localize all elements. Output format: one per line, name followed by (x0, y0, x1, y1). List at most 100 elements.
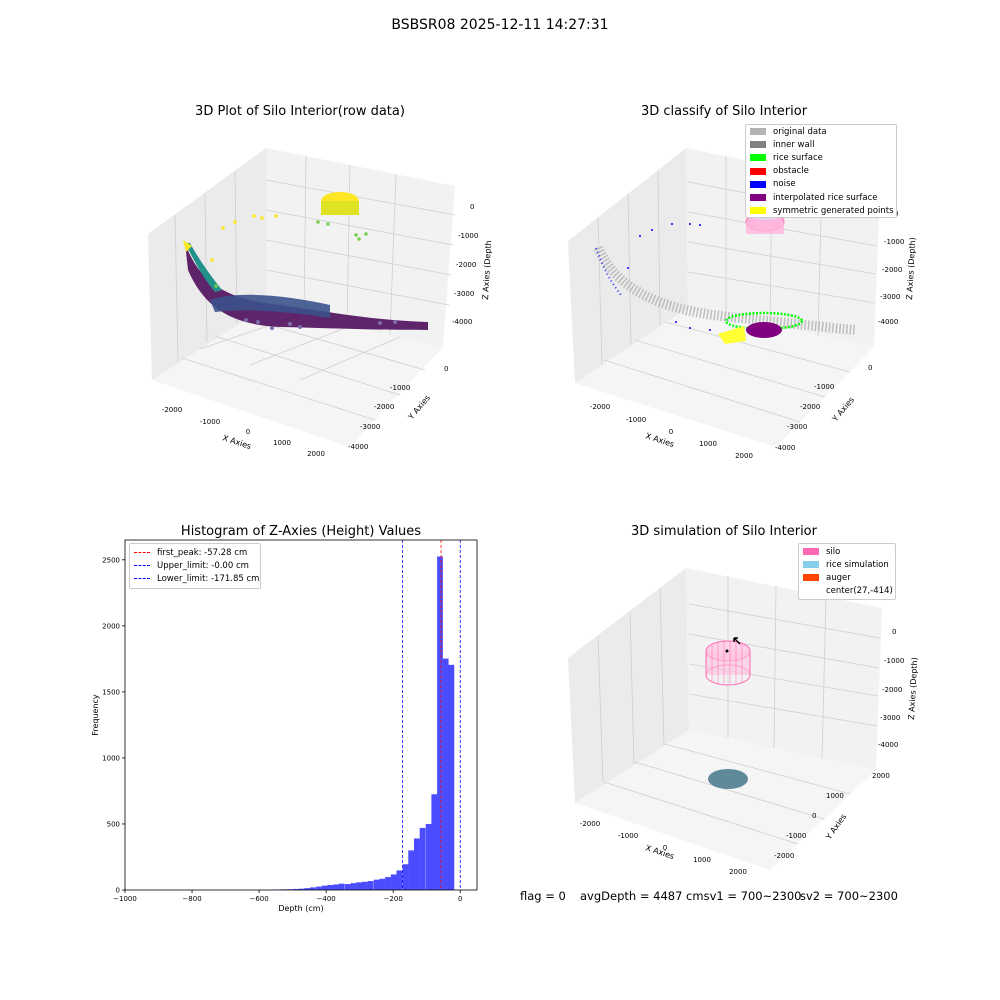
histogram-bar (425, 823, 432, 890)
z-tick-label: -3000 (880, 714, 900, 722)
legend-label: obstacle (773, 166, 809, 177)
histogram-bar (390, 874, 397, 890)
histogram-bar (419, 827, 426, 890)
legend-label: interpolated rice surface (773, 192, 878, 203)
histogram-bar (333, 884, 339, 890)
legend-label: noise (773, 179, 796, 190)
histogram-bar (327, 884, 334, 890)
y-tick-label: -4000 (775, 444, 795, 452)
legend-item: original data (746, 125, 896, 138)
z-tick-label: -2000 (456, 261, 476, 269)
x-axis-label: X Axies (644, 843, 675, 861)
histogram-frame (124, 539, 478, 891)
y-tick-label: 0 (444, 365, 448, 373)
histogram-bar (310, 887, 316, 890)
legend-item: rice simulation (799, 558, 895, 571)
status-avg-depth: avgDepth = 4487 cmsv1 = 700~2300 (580, 889, 802, 903)
simulation-plot-title: 3D simulation of Silo Interior (631, 524, 817, 539)
legend-swatch (750, 167, 766, 175)
histogram-bar (292, 888, 299, 890)
y-tick-label: 2000 (102, 622, 120, 630)
histogram-bar (413, 838, 420, 890)
legend-swatch (750, 141, 766, 149)
legend-line (134, 578, 150, 580)
raw-point-cloud (183, 192, 428, 330)
x-tick-label: -1000 (618, 832, 638, 840)
simulation-legend: silo rice simulation auger center(27,-41… (798, 543, 896, 600)
y-tick-label: 1000 (826, 792, 844, 800)
y-tick-label: -2000 (774, 852, 794, 860)
legend-label: Upper_limit: -0.00 cm (157, 560, 249, 571)
legend-swatch (750, 207, 766, 215)
y-tick-label: -3000 (787, 423, 807, 431)
z-tick-label: -1000 (458, 232, 478, 240)
histogram-title: Histogram of Z-Axies (Height) Values (180, 524, 422, 539)
legend-label: symmetric generated points (773, 205, 894, 216)
legend-item: symmetric generated points (746, 204, 896, 217)
x-tick-label: 1000 (273, 439, 291, 447)
histogram-bar (373, 879, 380, 890)
legend-swatch (803, 587, 819, 595)
histogram-bar (396, 870, 403, 890)
legend-label: rice simulation (826, 559, 889, 570)
figure-title: BSBSR08 2025-12-11 14:27:31 (391, 17, 609, 33)
legend-item: first_peak: -57.28 cm (130, 546, 260, 559)
simulation-3d-plot[interactable]: -2000 -1000 0 1000 2000 2000 1000 0 -100… (500, 520, 1000, 880)
x-tick-label: -2000 (162, 406, 182, 414)
classify-3d-plot[interactable]: -2000 -1000 0 1000 2000 0 -1000 -2000 -3… (500, 0, 1000, 480)
y-tick-label: 1500 (102, 688, 120, 696)
y-tick-label: -2000 (374, 403, 394, 411)
legend-swatch (750, 154, 766, 162)
histogram-chart[interactable]: −1000 −800 −600 −400 −200 0 0 500 1000 1500 2000 2… (0, 520, 500, 920)
y-ticks: 0 500 1000 1500 2000 2500 (102, 556, 125, 895)
auger-marker (725, 637, 741, 653)
legend-label: silo (826, 546, 841, 557)
z-tick-label: -2000 (882, 686, 902, 694)
x-tick-label: 0 (669, 428, 673, 436)
x-tick-label: -1000 (626, 416, 646, 424)
z-tick-label: 0 (892, 628, 896, 636)
z-tick-label: -1000 (884, 238, 904, 246)
histogram-bar (385, 877, 391, 890)
legend-item: noise (746, 178, 896, 191)
classify-plot-title: 3D classify of Silo Interior (640, 104, 808, 119)
legend-item: rice surface (746, 151, 896, 164)
histogram-bar (437, 556, 443, 890)
z-tick-label: -4000 (452, 318, 472, 326)
histogram-bar (350, 883, 357, 890)
legend-label: first_peak: -57.28 cm (157, 547, 248, 558)
histogram-bar (338, 883, 345, 890)
z-tick-label: -4000 (878, 741, 898, 749)
y-tick-label: 0 (868, 364, 872, 372)
x-tick-label: −400 (317, 895, 336, 903)
histogram-bar (448, 664, 455, 890)
x-tick-label: −1000 (113, 895, 137, 903)
y-axis-label: Y Axies (824, 812, 849, 842)
histogram-bar (298, 888, 305, 890)
legend-item: inner wall (746, 138, 896, 151)
legend-label: rice surface (773, 152, 823, 163)
histogram-bar (316, 886, 322, 890)
legend-label: inner wall (773, 139, 815, 150)
legend-label: Lower_limit: -171.85 cm (157, 573, 260, 584)
histogram-bar (304, 888, 311, 890)
x-tick-label: -2000 (590, 403, 610, 411)
legend-swatch (750, 128, 766, 136)
legend-item: obstacle (746, 165, 896, 178)
x-tick-label: −200 (384, 895, 403, 903)
histogram-reference-lines (402, 540, 461, 890)
legend-swatch (803, 548, 819, 556)
x-tick-label: 0 (246, 428, 250, 436)
x-tick-label: −600 (249, 895, 268, 903)
legend-label: original data (773, 126, 827, 137)
silo-wireframe (705, 640, 751, 686)
legend-swatch (803, 561, 819, 569)
y-tick-label: -2000 (800, 403, 820, 411)
y-tick-label: -4000 (348, 443, 368, 451)
x-ticks: −1000 −800 −600 −400 −200 0 (113, 890, 462, 903)
y-tick-label: -1000 (814, 383, 834, 391)
z-tick-label: 0 (470, 203, 474, 211)
y-tick-label: 2500 (102, 556, 120, 564)
histogram-legend: first_peak: -57.28 cm Upper_limit: -0.00… (129, 543, 261, 589)
raw-3d-plot[interactable]: -2000 -1000 0 1000 2000 0 -1000 -2000 -3… (0, 0, 500, 480)
